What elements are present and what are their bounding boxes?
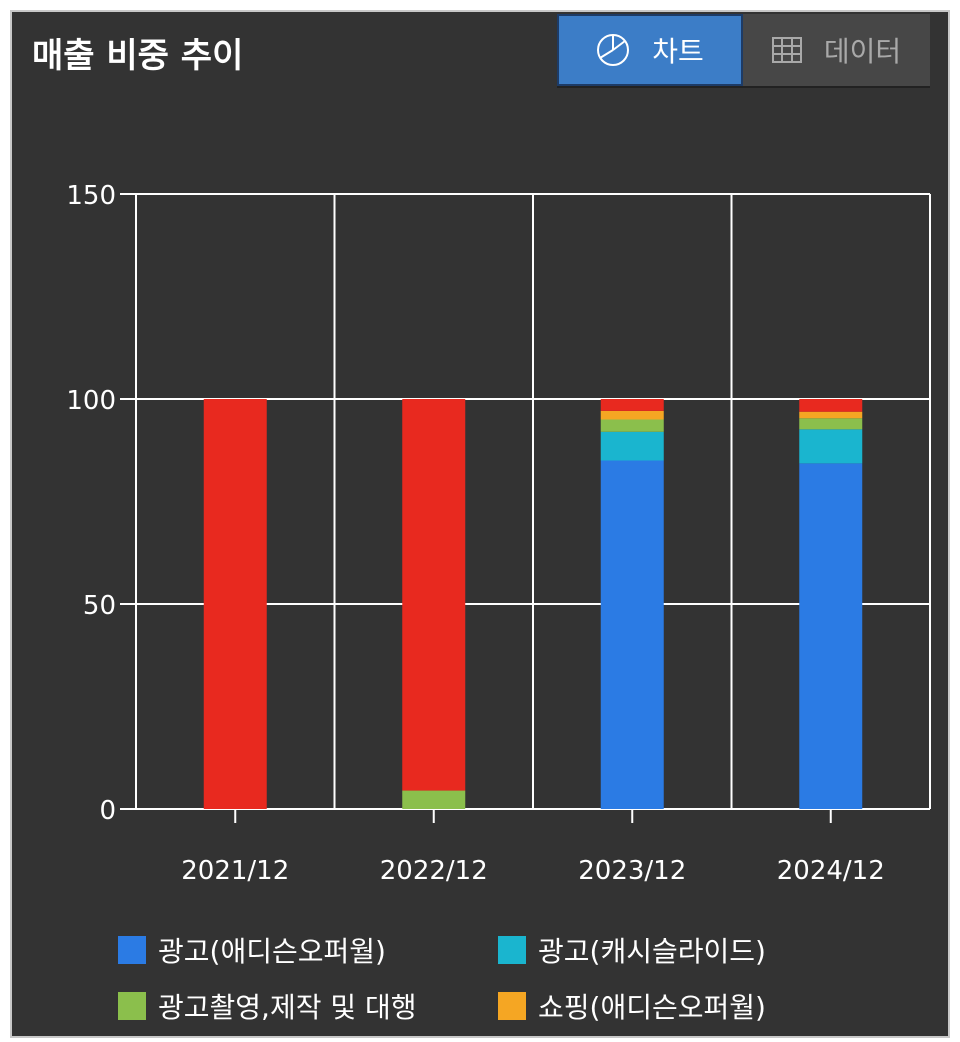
bar-segment xyxy=(799,418,863,430)
data-view-label: 데이터 xyxy=(823,35,902,68)
bar-segment xyxy=(600,410,664,420)
view-toggle: 차트 데이터 xyxy=(557,14,930,88)
bar-segment xyxy=(600,399,664,411)
y-tick-label: 50 xyxy=(83,591,116,621)
legend-item: 광고(캐시슬라이드) xyxy=(498,930,766,970)
bar-segment xyxy=(799,429,863,464)
bar-segment xyxy=(600,460,664,809)
data-view-button[interactable]: 데이터 xyxy=(743,14,930,86)
legend-label: 쇼핑(애디슨오퍼월) xyxy=(538,991,766,1024)
chart-panel: 매출 비중 추이 차트 xyxy=(10,10,950,1038)
legend-swatch xyxy=(498,936,526,964)
bar-segment xyxy=(402,399,466,791)
y-tick-label: 100 xyxy=(66,386,116,416)
bar-segment xyxy=(600,431,664,461)
x-tick-label: 2024/12 xyxy=(777,856,885,886)
legend-label: 광고(애디슨오퍼월) xyxy=(158,935,386,968)
legend-swatch xyxy=(118,992,146,1020)
legend-label: 광고촬영,제작 및 대행 xyxy=(158,991,417,1024)
x-tick-label: 2023/12 xyxy=(578,856,686,886)
y-tick-label: 150 xyxy=(66,181,116,211)
chart-view-button[interactable]: 차트 xyxy=(557,14,743,86)
legend-item: 광고(애디슨오퍼월) xyxy=(118,930,386,970)
bar-segment xyxy=(600,419,664,432)
y-tick-label: 0 xyxy=(99,796,116,826)
chart-view-label: 차트 xyxy=(652,35,704,68)
pie-chart-icon xyxy=(596,33,630,67)
bar-segment xyxy=(799,399,863,412)
legend-item: 쇼핑(애디슨오퍼월) xyxy=(498,986,766,1026)
bar-segment xyxy=(203,399,267,809)
bar-segment xyxy=(402,790,466,809)
table-grid-icon xyxy=(771,37,802,63)
bar-segment xyxy=(799,463,863,809)
legend-swatch xyxy=(498,992,526,1020)
chart-title: 매출 비중 추이 xyxy=(32,36,244,76)
legend-label: 광고(캐시슬라이드) xyxy=(538,935,766,968)
legend-swatch xyxy=(118,936,146,964)
x-tick-label: 2022/12 xyxy=(380,856,488,886)
bar-segment xyxy=(799,411,863,419)
stacked-bar-chart: 0 50 100 150 2021/12 2022/12 2023/12 2024/12 xyxy=(66,181,931,886)
x-tick-label: 2021/12 xyxy=(181,856,289,886)
legend-item: 광고촬영,제작 및 대행 xyxy=(118,986,417,1026)
